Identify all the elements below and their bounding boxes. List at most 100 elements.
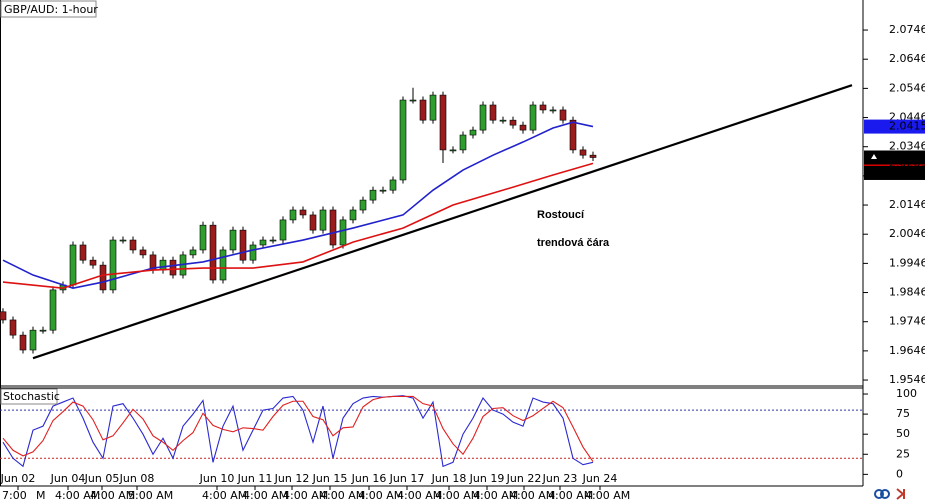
x-tick-label: Jun 10 — [199, 472, 235, 485]
candle-body — [549, 109, 557, 112]
candle-body — [229, 229, 237, 251]
candle-body — [479, 104, 487, 131]
candle-body — [279, 219, 287, 241]
candle-body — [249, 244, 257, 261]
candle-body — [489, 104, 497, 121]
y-tick-label: 1.9846 — [889, 286, 925, 299]
moving-average — [2, 121, 594, 289]
candle-body — [309, 214, 317, 231]
x-time-label: M — [36, 489, 46, 502]
x-tick-label: Jun 05 — [84, 472, 120, 485]
candle-body — [29, 329, 37, 351]
candle-body — [359, 199, 367, 211]
candle-body — [379, 189, 387, 192]
y-tick-label: 1.9746 — [889, 315, 925, 328]
link-icon[interactable] — [874, 489, 884, 499]
x-tick-label: Jun 17 — [389, 472, 425, 485]
candle-body — [459, 134, 467, 151]
x-time-label: 7:00 — [2, 489, 27, 502]
price-label: 2.0415 — [889, 120, 925, 133]
title-box — [0, 388, 58, 405]
x-time-label: 4:00 AM — [283, 489, 328, 502]
y-tick-label: 2.0146 — [889, 198, 925, 211]
trendline — [32, 84, 853, 360]
candle-body — [9, 319, 17, 336]
candle-body — [219, 249, 227, 281]
x-tick-label: Jun 08 — [119, 472, 155, 485]
link-icon[interactable] — [880, 489, 890, 499]
candle-body — [509, 119, 517, 126]
moving-average — [2, 162, 594, 289]
y-tick-label: 1.9946 — [889, 256, 925, 269]
candle-body — [569, 119, 577, 151]
x-time-label: 4:00 AM — [585, 489, 630, 502]
candle-body — [289, 209, 297, 221]
candle-body — [19, 334, 27, 351]
candle-body — [399, 99, 407, 181]
x-tick-label: Jun 15 — [312, 472, 348, 485]
candle-body — [409, 99, 417, 102]
y-tick-label: 1.9546 — [889, 373, 925, 386]
candle-body — [349, 209, 357, 221]
plot: Rostoucí trendová čára — [0, 84, 863, 468]
candle-body — [329, 209, 337, 246]
candle-body — [419, 99, 427, 121]
price-label-box — [864, 119, 925, 134]
candle-body — [69, 244, 77, 286]
candle-body — [49, 289, 57, 331]
x-tick-label: Jun 11 — [237, 472, 273, 485]
candle-body — [429, 94, 437, 121]
y-tick-label: 1.9646 — [889, 344, 925, 357]
candle-body — [119, 239, 127, 242]
candle-body — [159, 259, 167, 271]
x-time-label: 5:00 AM — [128, 489, 173, 502]
candle-body — [299, 209, 307, 216]
oscillator-line — [2, 395, 594, 468]
candle-body — [0, 311, 7, 321]
candle-body — [339, 219, 347, 246]
scroll-icon[interactable] — [896, 488, 905, 500]
annotation: trendová čára — [537, 237, 610, 249]
x-time-label: 4:00 AM — [202, 489, 247, 502]
x-tick-label: Jun 24 — [582, 472, 618, 485]
candle-body — [109, 239, 117, 291]
price-label-box — [864, 150, 925, 165]
candle-body — [529, 104, 537, 131]
oscillator-line — [2, 395, 594, 462]
title-box — [0, 0, 97, 18]
x-tick-label: Jun 04 — [50, 472, 86, 485]
x-tick-label: Jun 18 — [431, 472, 467, 485]
y-tick-label: 2.0546 — [889, 81, 925, 94]
x-time-label: 4:00 AM — [473, 489, 518, 502]
y-tick-label: 2.0746 — [889, 23, 925, 36]
y-tick-label: 2.0046 — [889, 227, 925, 240]
candle-body — [239, 229, 247, 261]
candle-body — [469, 129, 477, 136]
y-tick-label: 2.0346 — [889, 140, 925, 153]
candle-body — [439, 94, 447, 151]
candle-body — [89, 259, 97, 266]
x-tick-label: Jun 22 — [506, 472, 542, 485]
x-tick-label: Jun 02 — [0, 472, 35, 485]
candle-body — [499, 119, 507, 122]
y-tick-label: 2.0646 — [889, 52, 925, 65]
candle-body — [369, 189, 377, 201]
y-tick-label: 75 — [896, 407, 910, 420]
candle-body — [139, 249, 147, 256]
candle-body — [319, 209, 327, 231]
x-time-label: 4:00 AM — [548, 489, 593, 502]
x-time-label: 4:00 AM — [243, 489, 288, 502]
chart-title: GBP/AUD: 1-hour — [4, 3, 98, 16]
price-label: 2.0309 — [889, 151, 925, 164]
y-tick-label: 100 — [896, 387, 917, 400]
y-tick-label: 50 — [896, 427, 910, 440]
toolbar-icons[interactable] — [874, 488, 905, 500]
candle-body — [269, 239, 277, 242]
candle-body — [389, 179, 397, 191]
x-tick-label: Jun 12 — [274, 472, 310, 485]
x-time-label: 4:00 AM — [510, 489, 555, 502]
x-time-label: 4:00 AM — [358, 489, 403, 502]
candle-body — [169, 259, 177, 276]
